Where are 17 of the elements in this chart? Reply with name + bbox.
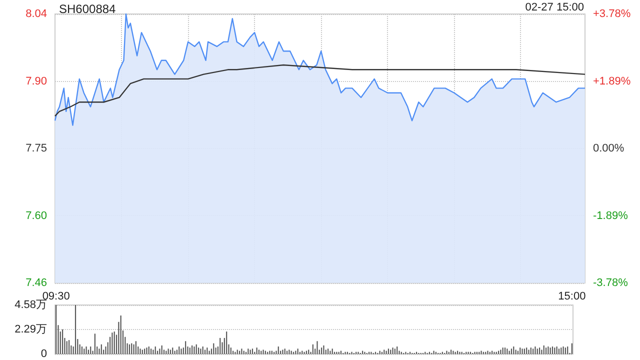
x-tick-label: 15:00 <box>558 290 586 302</box>
text: 02-27 15:00 <box>525 2 584 14</box>
y-tick-label: 0 <box>40 348 47 360</box>
y-tick-label: 2.29万 <box>14 324 47 336</box>
y2-tick-label: -1.89% <box>593 210 628 222</box>
y2-tick-label: 0.00% <box>593 142 624 154</box>
y-tick-label: 7.90 <box>26 75 47 88</box>
line-series <box>54 64 586 117</box>
y2-tick-label: +3.78% <box>593 8 631 20</box>
y-tick-label: 7.75 <box>26 142 47 154</box>
y2-tick-label: +1.89% <box>593 75 631 88</box>
y-tick-label: 7.60 <box>26 210 47 222</box>
y-tick-label: 7.46 <box>26 277 47 289</box>
y-tick-label: 4.58万 <box>14 299 47 311</box>
chart-title: SH600884 <box>59 2 116 16</box>
y2-tick-label: -3.78% <box>593 277 628 289</box>
y-tick-label: 8.04 <box>26 8 47 20</box>
